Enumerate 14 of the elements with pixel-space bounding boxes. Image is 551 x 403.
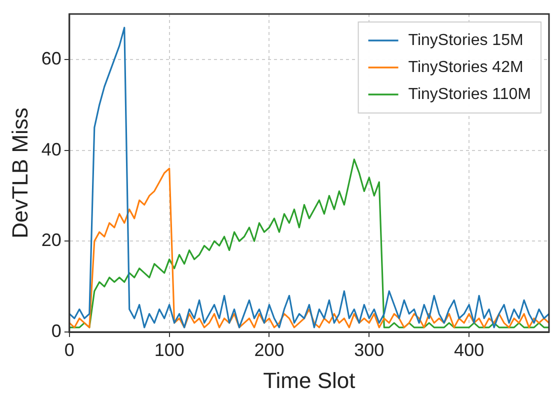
- x-tick-label: 100: [154, 340, 184, 360]
- y-tick-label: 40: [41, 139, 62, 160]
- legend-label: TinyStories 110M: [408, 86, 532, 103]
- y-axis-title: DevTLB Miss: [7, 108, 32, 238]
- y-tick-label: 20: [41, 230, 62, 250]
- legend-label: TinyStories 15M: [408, 32, 524, 49]
- x-tick-label: 200: [254, 340, 284, 360]
- x-tick-label: 300: [354, 340, 384, 360]
- x-tick-label: 0: [64, 340, 74, 360]
- x-tick-label: 400: [454, 340, 484, 360]
- x-axis-title: Time Slot: [263, 368, 356, 393]
- y-tick-label: 60: [41, 48, 62, 68]
- legend-label: TinyStories 42M: [408, 58, 524, 76]
- y-tick-label: 0: [51, 320, 62, 341]
